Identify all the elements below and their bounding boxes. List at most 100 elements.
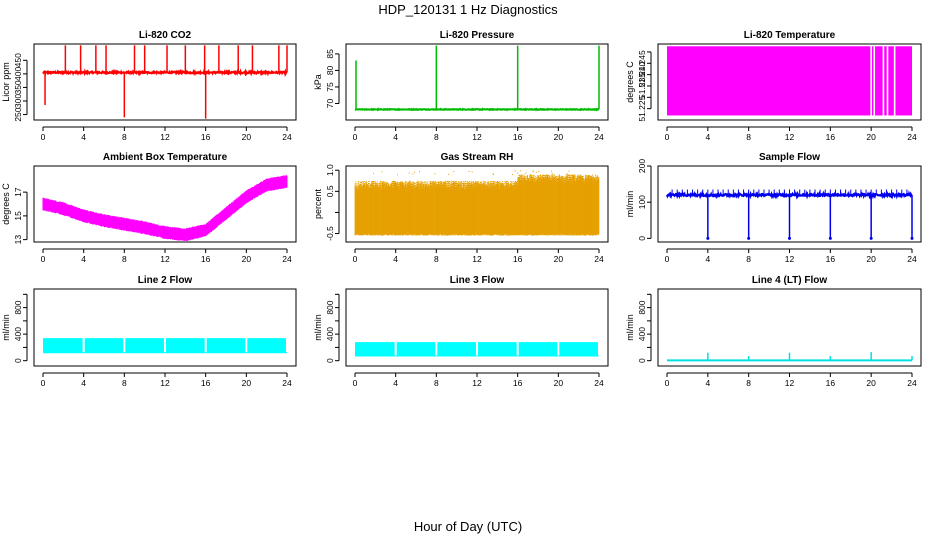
panel-title: Line 3 Flow (450, 275, 505, 286)
y-tick-label: 1.0 (325, 164, 335, 176)
x-tick-label: 24 (907, 378, 917, 388)
data-point (492, 173, 494, 175)
x-tick-label: 24 (594, 132, 604, 142)
data-point (413, 171, 415, 173)
x-tick-label: 8 (746, 254, 751, 264)
data-point (434, 173, 436, 175)
data-point (520, 170, 522, 172)
data-point (492, 173, 494, 175)
y-tick-label: -0.5 (325, 226, 335, 241)
y-axis-label: ml/min (625, 314, 635, 341)
data-point (525, 172, 527, 174)
x-tick-label: 8 (746, 378, 751, 388)
x-tick-label: 4 (705, 254, 710, 264)
data-band (125, 338, 164, 353)
x-tick-label: 20 (866, 254, 876, 264)
plot-area (667, 352, 913, 362)
data-band (43, 338, 83, 353)
data-band (559, 342, 598, 357)
y-tick-label: 80 (325, 65, 335, 75)
y-axis-label: Licor ppm (1, 62, 11, 102)
x-tick-label: 12 (472, 254, 482, 264)
x-tick-label: 0 (665, 132, 670, 142)
y-tick-label: 100 (637, 195, 647, 209)
y-tick-label: 0 (325, 358, 335, 363)
x-tick-label: 12 (785, 132, 795, 142)
x-tick-label: 16 (513, 132, 523, 142)
y-tick-label: 13 (13, 235, 23, 245)
y-tick-label: 0.5 (325, 185, 335, 197)
data-point (516, 172, 518, 174)
x-tick-label: 4 (393, 254, 398, 264)
data-line (354, 107, 600, 112)
plot-area (354, 170, 600, 236)
data-point (419, 170, 421, 172)
x-tick-label: 16 (826, 254, 836, 264)
x-tick-label: 12 (160, 254, 170, 264)
x-tick-label: 12 (472, 132, 482, 142)
data-point (788, 236, 791, 240)
data-band (667, 46, 871, 116)
x-tick-label: 16 (826, 132, 836, 142)
data-point (551, 173, 553, 175)
chart-panel: Li-820 Temperature degrees C 0 4 8 12 16 20 24 51… (625, 30, 922, 142)
y-tick-label: 70 (325, 98, 335, 108)
y-tick-label: 0 (637, 358, 647, 363)
y-tick-label: 450 (13, 53, 23, 67)
y-axis-label: degrees C (625, 61, 635, 103)
data-point (558, 174, 560, 176)
x-tick-label: 8 (434, 254, 439, 264)
y-tick-label: 350 (13, 80, 23, 94)
x-axis-label: Hour of Day (UTC) (414, 519, 522, 534)
data-point (869, 236, 873, 240)
x-tick-label: 8 (746, 132, 751, 142)
chart-panel: Ambient Box Temperature degrees C 0 4 8 12 16 2… (1, 152, 297, 264)
data-point (372, 172, 374, 174)
y-tick-label: 400 (13, 66, 23, 80)
x-tick-label: 12 (472, 378, 482, 388)
y-tick-label: 17 (13, 187, 23, 197)
x-tick-label: 8 (122, 132, 127, 142)
y-axis-label: ml/min (1, 314, 11, 341)
plot-frame (345, 165, 609, 243)
panel-title: Line 4 (LT) Flow (752, 275, 828, 286)
data-point (568, 170, 570, 172)
x-tick-label: 20 (554, 254, 564, 264)
data-point (511, 173, 513, 175)
chart-panel: Sample Flow ml/min 0 4 8 12 16 20 24 0 100 200 (625, 152, 922, 264)
data-point (412, 173, 414, 175)
panel-title: Li-820 Pressure (440, 30, 515, 41)
panel-title: Line 2 Flow (138, 275, 193, 286)
x-tick-label: 20 (866, 378, 876, 388)
x-tick-label: 24 (594, 378, 604, 388)
data-point (468, 170, 470, 172)
x-tick-label: 4 (81, 254, 86, 264)
y-tick-label: 800 (637, 300, 647, 314)
data-band (875, 46, 883, 116)
data-band (518, 342, 558, 357)
y-tick-label: 15 (13, 211, 23, 221)
panel-title: Li-820 Temperature (744, 30, 836, 41)
plot-area (667, 46, 912, 116)
plot-frame (657, 165, 922, 243)
plot-area (42, 45, 288, 119)
x-tick-label: 8 (434, 132, 439, 142)
y-tick-label: 85 (325, 49, 335, 59)
data-point (538, 170, 540, 172)
x-tick-label: 8 (122, 378, 127, 388)
data-point (828, 236, 832, 240)
panel-title: Ambient Box Temperature (103, 152, 228, 163)
data-band (888, 46, 894, 116)
data-point (532, 170, 534, 172)
x-tick-label: 16 (201, 378, 211, 388)
y-tick-label: 51.225 (637, 95, 647, 121)
x-tick-label: 24 (282, 378, 292, 388)
x-tick-label: 24 (907, 132, 917, 142)
x-tick-label: 4 (705, 378, 710, 388)
y-tick-label: 800 (13, 300, 23, 314)
x-tick-label: 4 (705, 132, 710, 142)
plot-frame (657, 43, 922, 121)
x-tick-label: 16 (513, 254, 523, 264)
